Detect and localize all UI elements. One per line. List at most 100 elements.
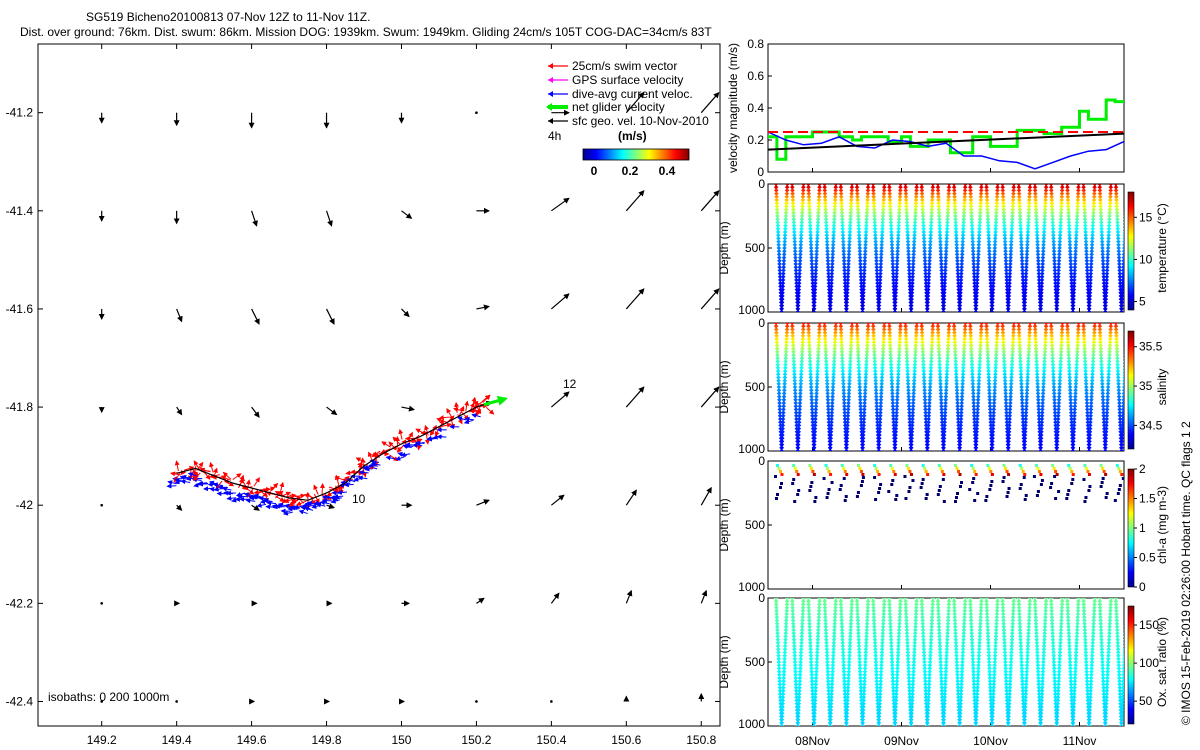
section-point: [988, 284, 994, 289]
section-point: [830, 397, 835, 403]
section-point: [815, 371, 820, 377]
section-point: [879, 387, 884, 393]
section-point: [839, 339, 844, 345]
vel-ytick-label: 0: [757, 165, 764, 179]
section-point: [842, 268, 847, 273]
section-point: [809, 407, 815, 412]
section-point: [954, 375, 959, 380]
section-point: [860, 306, 865, 312]
section-point: [1006, 306, 1011, 312]
section-point: [780, 429, 785, 435]
section-point: [1107, 207, 1113, 212]
section-point: [970, 375, 975, 380]
swim-vector: [192, 472, 201, 482]
geo-velocity-arrow: [625, 288, 645, 310]
section-point: [993, 365, 998, 371]
section-point: [988, 280, 994, 286]
section-point: [1114, 197, 1119, 203]
section-point: [874, 271, 880, 276]
section-point: [919, 323, 925, 329]
section-point: [925, 429, 931, 435]
section-point: [813, 419, 818, 425]
section-point: [887, 323, 892, 329]
section-point: [844, 306, 849, 312]
section-point: [858, 277, 864, 283]
section-point: [1105, 258, 1110, 264]
section-point: [1075, 207, 1080, 212]
section-point: [1042, 213, 1048, 219]
section-point: [776, 255, 782, 260]
chl-point: [873, 464, 877, 467]
section-point: [1117, 264, 1122, 270]
section-point: [1119, 309, 1124, 312]
section-point: [800, 339, 805, 345]
section-point: [1082, 210, 1087, 216]
section-point: [840, 359, 845, 364]
section-point: [894, 258, 900, 264]
section-point: [906, 394, 911, 399]
section-point: [839, 343, 844, 348]
section-point: [790, 330, 795, 335]
section-point: [945, 362, 950, 367]
section-point: [975, 394, 981, 399]
chl-point: [986, 464, 990, 467]
section-point: [1019, 255, 1025, 260]
section-point: [811, 448, 817, 451]
section-point: [876, 439, 882, 444]
section-point: [1025, 242, 1030, 248]
section-point: [825, 255, 831, 260]
section-point: [1115, 229, 1121, 235]
section-point: [929, 336, 935, 342]
section-point: [812, 439, 817, 444]
section-point: [829, 407, 835, 412]
section-point: [907, 268, 912, 273]
map-axes-box: [37, 43, 721, 727]
section-point: [808, 378, 814, 383]
section-point: [893, 419, 899, 425]
section-point: [879, 391, 884, 396]
section-point: [904, 349, 909, 355]
section-point: [974, 419, 980, 425]
section-point: [1117, 261, 1122, 267]
chl-point: [1037, 470, 1041, 473]
section-point: [985, 346, 990, 351]
section-point: [796, 284, 802, 289]
section-point: [842, 416, 848, 422]
section-point: [1071, 290, 1077, 296]
section-point: [1042, 216, 1047, 222]
section-point: [945, 355, 950, 361]
section-point: [872, 349, 877, 355]
section-point: [889, 381, 895, 387]
section-point: [1084, 252, 1089, 257]
section-point: [1054, 300, 1060, 305]
section-point: [910, 261, 916, 267]
section-point: [958, 426, 963, 431]
section-point: [828, 290, 834, 296]
section-point: [1026, 213, 1031, 219]
chl-point: [877, 473, 881, 476]
section-point: [1117, 274, 1123, 280]
section-point: [822, 323, 827, 326]
section-point: [1026, 220, 1031, 225]
section-point: [793, 407, 799, 412]
section-point: [892, 303, 898, 308]
section-point: [895, 375, 901, 380]
velocity-panel: 00.20.40.60.8 velocity magnitude (m/s): [726, 37, 1125, 179]
section-point: [776, 394, 782, 399]
section-point: [800, 330, 806, 335]
section-point: [863, 381, 868, 387]
section-point: [975, 410, 980, 415]
section-point: [972, 274, 977, 280]
section-point: [777, 268, 783, 273]
section-point: [943, 394, 949, 399]
section-point: [971, 268, 977, 273]
section-point: [832, 355, 837, 361]
swim-vector: [232, 473, 242, 481]
section-point: [928, 365, 934, 371]
section-point: [809, 264, 815, 270]
chl-point: [956, 492, 959, 495]
section-point: [845, 271, 851, 276]
section-point: [826, 423, 832, 428]
section-point: [875, 284, 880, 289]
section-point: [911, 255, 916, 260]
